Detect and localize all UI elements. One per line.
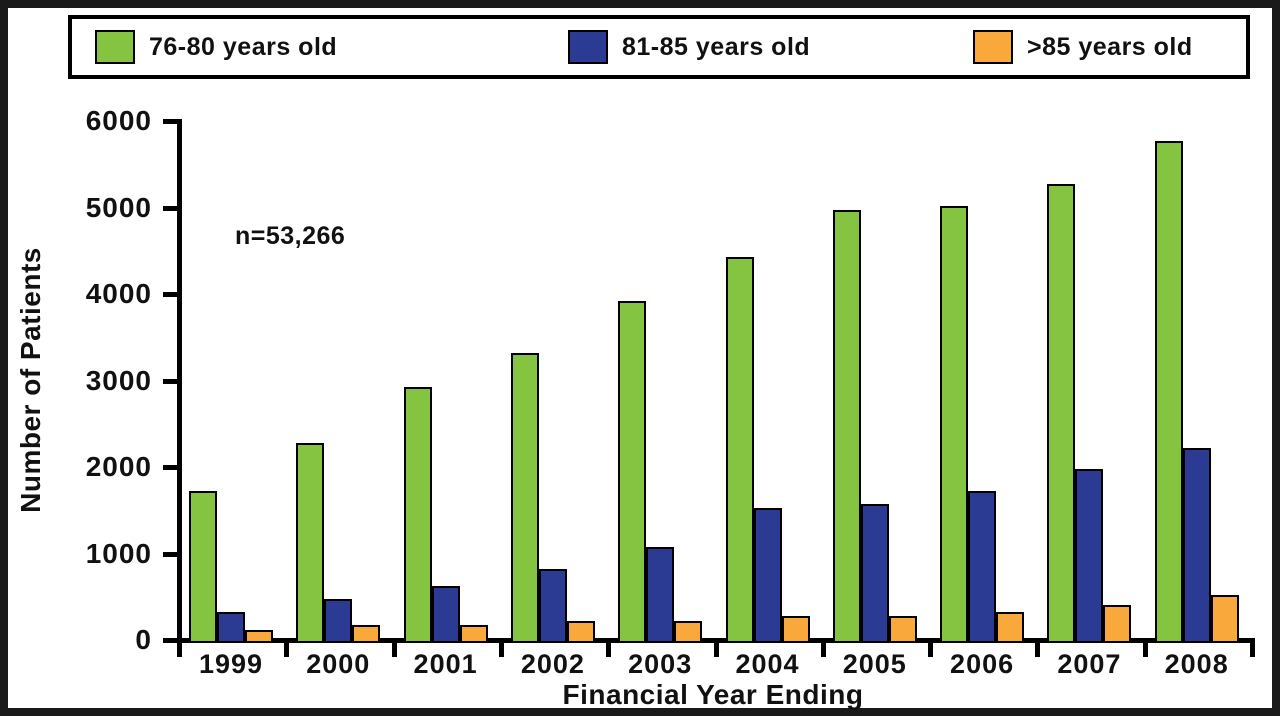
bar-2008-series0 xyxy=(1155,141,1183,643)
y-tick-3000 xyxy=(163,378,178,384)
x-tick-label-2007: 2007 xyxy=(1057,649,1122,679)
x-tick-9 xyxy=(1142,638,1148,657)
x-tick-7 xyxy=(928,638,934,657)
bar-1999-series0 xyxy=(189,491,217,643)
bar-1999-series2 xyxy=(245,630,273,643)
x-tick-6 xyxy=(820,638,826,657)
legend-item-76-80: 76-80 years old xyxy=(95,19,337,75)
bar-2000-series0 xyxy=(296,443,324,643)
x-tick-8 xyxy=(1035,638,1041,657)
x-tick-label-1999: 1999 xyxy=(198,649,264,679)
x-tick-label-2000: 2000 xyxy=(306,649,371,679)
bar-2001-series2 xyxy=(460,625,488,643)
x-tick-label-2001: 2001 xyxy=(413,649,478,679)
x-tick-label-2004: 2004 xyxy=(735,649,800,679)
x-tick-label-2006: 2006 xyxy=(950,649,1015,679)
bar-2007-series2 xyxy=(1103,605,1131,643)
bar-2001-series0 xyxy=(404,387,432,643)
y-tick-label-4000: 4000 xyxy=(85,278,152,309)
x-tick-0 xyxy=(177,638,182,657)
bar-2007-series1 xyxy=(1075,469,1103,643)
y-tick-2000 xyxy=(163,465,178,470)
bar-2008-series1 xyxy=(1183,448,1211,643)
y-tick-label-0: 0 xyxy=(135,624,152,655)
bar-2002-series2 xyxy=(567,621,595,643)
y-axis-line xyxy=(177,119,182,643)
bar-2007-series0 xyxy=(1047,184,1075,643)
x-tick-5 xyxy=(713,638,719,657)
legend-item-81-85: 81-85 years old xyxy=(568,19,810,75)
legend-swatch-76-80 xyxy=(95,30,135,64)
y-tick-1000 xyxy=(163,551,178,557)
bar-2002-series1 xyxy=(539,569,567,643)
bar-2006-series2 xyxy=(996,612,1024,643)
y-tick-label-6000: 6000 xyxy=(85,105,152,136)
x-tick-label-2008: 2008 xyxy=(1164,649,1229,679)
bar-2003-series2 xyxy=(674,621,702,643)
bar-2005-series0 xyxy=(833,210,861,643)
bar-2006-series1 xyxy=(968,491,996,643)
bar-2006-series0 xyxy=(940,206,968,643)
bar-2004-series1 xyxy=(754,508,782,643)
bar-1999-series1 xyxy=(217,612,245,643)
legend-label-over-85: >85 years old xyxy=(1027,32,1193,61)
y-tick-4000 xyxy=(163,292,178,297)
bar-2004-series0 xyxy=(726,257,754,643)
x-tick-10 xyxy=(1250,638,1255,657)
legend: 76-80 years old 81-85 years old >85 year… xyxy=(68,15,1250,79)
legend-swatch-81-85 xyxy=(568,30,608,64)
bar-2003-series0 xyxy=(618,301,646,643)
bar-2002-series0 xyxy=(511,353,539,643)
bar-2005-series2 xyxy=(889,616,917,643)
legend-swatch-over-85 xyxy=(973,30,1013,64)
sample-size-annotation: n=53,266 xyxy=(235,222,346,250)
x-tick-2 xyxy=(391,638,397,657)
x-tick-1 xyxy=(284,638,290,657)
x-tick-3 xyxy=(498,638,504,657)
y-tick-6000 xyxy=(163,119,178,124)
bar-2000-series2 xyxy=(352,625,380,643)
bar-2001-series1 xyxy=(432,586,460,643)
x-axis-title: Financial Year Ending xyxy=(562,679,864,710)
bar-2008-series2 xyxy=(1211,595,1239,643)
legend-label-81-85: 81-85 years old xyxy=(622,32,811,61)
y-tick-label-5000: 5000 xyxy=(85,191,152,223)
y-tick-5000 xyxy=(163,205,178,211)
x-tick-label-2003: 2003 xyxy=(628,649,693,679)
bar-2003-series1 xyxy=(646,547,674,643)
bar-2005-series1 xyxy=(861,504,889,643)
bar-2004-series2 xyxy=(782,616,810,643)
y-tick-label-2000: 2000 xyxy=(85,451,152,482)
legend-item-over-85: >85 years old xyxy=(973,19,1193,75)
x-tick-4 xyxy=(606,638,612,657)
y-axis-title: Number of Patients xyxy=(15,247,46,513)
legend-label-76-80: 76-80 years old xyxy=(149,32,338,61)
bar-2000-series1 xyxy=(324,599,352,643)
y-tick-label-3000: 3000 xyxy=(85,364,152,396)
y-tick-0 xyxy=(163,638,178,643)
x-tick-label-2002: 2002 xyxy=(520,649,585,679)
x-tick-label-2005: 2005 xyxy=(842,649,907,679)
y-tick-label-1000: 1000 xyxy=(85,537,152,569)
